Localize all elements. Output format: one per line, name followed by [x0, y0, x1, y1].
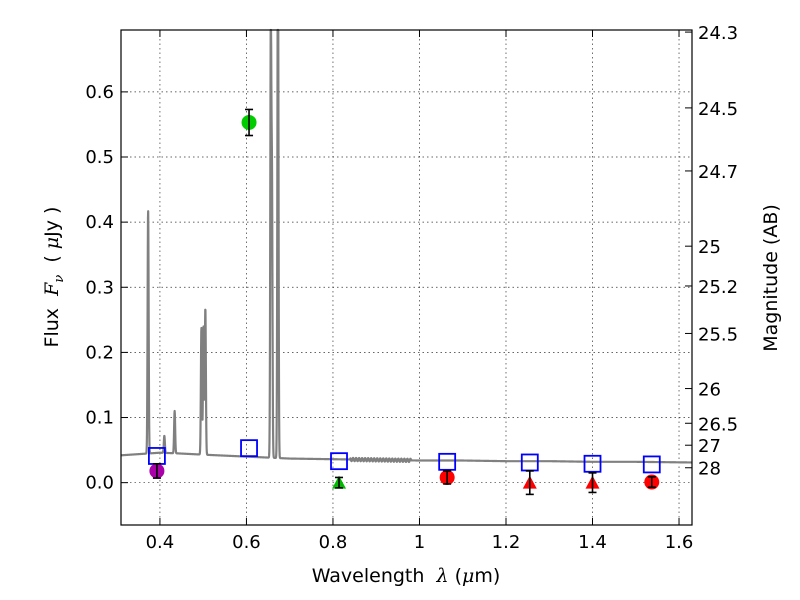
y-tick-label: 0.5 [85, 147, 114, 168]
y2-tick-label: 25.5 [698, 324, 738, 345]
model-flux-square [520, 453, 539, 472]
x-tick-label: 0.4 [146, 532, 175, 553]
y2-tick-label: 24.7 [698, 162, 738, 183]
y2-tick-label: 25.2 [698, 277, 738, 298]
grid-lines [121, 30, 692, 525]
plot-frame [120, 29, 693, 526]
x-tick-label: 1.4 [578, 532, 607, 553]
y-tick-label: 0.6 [85, 82, 114, 103]
model-spectrum [120, 28, 693, 464]
x-tick-label: 1 [414, 532, 425, 553]
x-axis-label: Wavelength λ (μm) [312, 565, 501, 587]
y-tick-label: 0.4 [85, 212, 114, 233]
y-tick-label: 0.1 [85, 408, 114, 429]
model-flux-square [438, 452, 457, 471]
y2-axis-label: Magnitude (AB) [760, 204, 782, 352]
y2-tick-label: 24.3 [698, 23, 738, 44]
y2-tick-label: 27 [698, 436, 721, 457]
photometry-points [148, 108, 661, 496]
x-tick-label: 1.2 [492, 532, 521, 553]
axis-ticks: 0.4 0.6 0.8 1 1.2 1.4 1.6 0.0 0.1 0.2 0.3 0.4 0.5 0.6… [85, 23, 738, 553]
y2-tick-label: 24.5 [698, 99, 738, 120]
spectrum-line [120, 28, 693, 464]
y-tick-label: 0.3 [85, 277, 114, 298]
y2-tick-label: 28 [698, 459, 721, 480]
model-flux-square [240, 439, 258, 458]
x-tick-label: 0.8 [319, 532, 348, 553]
y-axis-label: Flux Fν ( μJy ) [41, 207, 67, 348]
y2-tick-label: 25 [698, 237, 721, 258]
x-tick-label: 1.6 [665, 532, 694, 553]
y-tick-label: 0.0 [85, 473, 114, 494]
y-tick-label: 0.2 [85, 342, 114, 363]
model-flux-square [642, 455, 661, 474]
model-flux-square [583, 454, 602, 473]
y2-tick-label: 26 [698, 380, 721, 401]
x-tick-label: 0.6 [232, 532, 261, 553]
y2-tick-label: 26.5 [698, 414, 738, 435]
model-flux-square [330, 452, 348, 471]
